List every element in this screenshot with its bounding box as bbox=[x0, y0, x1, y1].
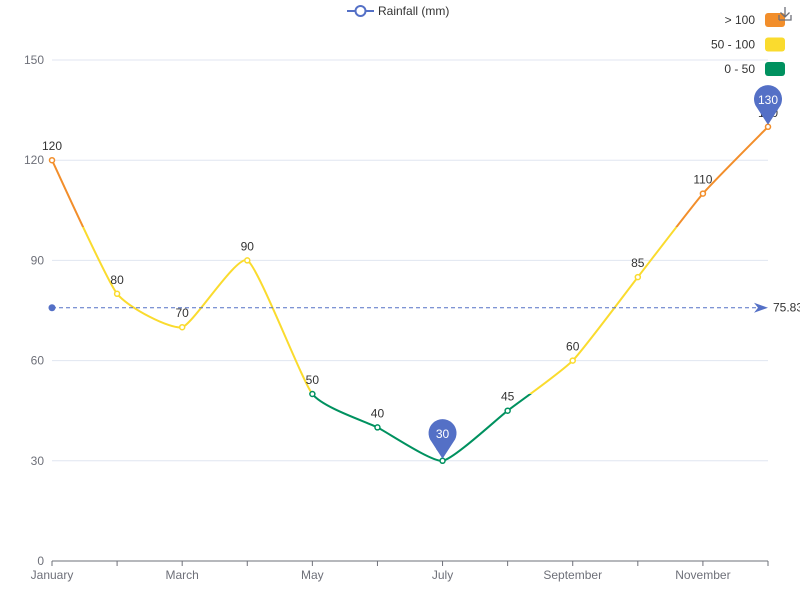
data-label: 90 bbox=[241, 239, 255, 253]
data-label: 110 bbox=[693, 173, 712, 187]
y-tick-label: 150 bbox=[24, 53, 44, 67]
axes: 0 30 60 90 120 150 January March May July Septembe… bbox=[24, 53, 768, 582]
data-label: 70 bbox=[176, 306, 190, 320]
series-line bbox=[52, 127, 768, 461]
mark-point-label: 30 bbox=[436, 427, 450, 441]
x-tick-label: July bbox=[432, 568, 453, 582]
y-tick-label: 0 bbox=[37, 554, 44, 568]
data-point[interactable] bbox=[375, 425, 380, 430]
data-point[interactable] bbox=[700, 191, 705, 196]
legend-circle-swatch[interactable] bbox=[356, 6, 366, 16]
y-tick-label: 90 bbox=[31, 253, 45, 267]
visual-map-piece-label: 50 - 100 bbox=[711, 38, 755, 52]
x-tick-label: September bbox=[543, 568, 602, 582]
y-tick-label: 30 bbox=[31, 454, 45, 468]
data-point[interactable] bbox=[310, 392, 315, 397]
x-tick-label: November bbox=[675, 568, 730, 582]
data-label: 45 bbox=[501, 390, 515, 404]
data-label: 80 bbox=[110, 273, 124, 287]
mark-points: 30 130 bbox=[429, 85, 782, 459]
legend-series-label[interactable]: Rainfall (mm) bbox=[378, 4, 449, 18]
average-mark-line: 75.83 bbox=[49, 301, 800, 315]
rainfall-line bbox=[52, 127, 768, 461]
data-point[interactable] bbox=[115, 291, 120, 296]
data-point[interactable] bbox=[570, 358, 575, 363]
data-label: 120 bbox=[42, 139, 62, 153]
y-tick-label: 120 bbox=[24, 153, 44, 167]
x-tick-label: May bbox=[301, 568, 324, 582]
average-line-label: 75.83 bbox=[773, 301, 800, 315]
average-line-start-dot bbox=[49, 304, 56, 311]
data-points bbox=[50, 124, 771, 463]
data-point[interactable] bbox=[505, 408, 510, 413]
x-tick-label: January bbox=[31, 568, 74, 582]
mark-point-label: 130 bbox=[758, 93, 778, 107]
data-label: 60 bbox=[566, 340, 580, 354]
mark-point-min[interactable]: 30 bbox=[429, 419, 457, 459]
x-tick-label: March bbox=[166, 568, 199, 582]
visual-map-piece-label: > 100 bbox=[725, 13, 756, 27]
data-point[interactable] bbox=[440, 458, 445, 463]
data-label: 40 bbox=[371, 406, 385, 420]
average-line-arrow bbox=[754, 303, 768, 313]
data-point[interactable] bbox=[635, 275, 640, 280]
visual-map-swatch[interactable] bbox=[765, 38, 785, 52]
visual-map-piece-label: 0 - 50 bbox=[724, 62, 755, 76]
data-point[interactable] bbox=[766, 124, 771, 129]
visual-map-piece[interactable]: > 100 bbox=[725, 13, 785, 27]
data-point[interactable] bbox=[180, 325, 185, 330]
data-labels: 120807090504030456085110130 bbox=[42, 106, 778, 454]
legend[interactable]: Rainfall (mm) bbox=[347, 4, 449, 18]
visual-map-swatch[interactable] bbox=[765, 62, 785, 76]
visual-map-piece[interactable]: 50 - 100 bbox=[711, 38, 785, 52]
data-point[interactable] bbox=[50, 158, 55, 163]
data-point[interactable] bbox=[245, 258, 250, 263]
visual-map-legend[interactable]: > 100 50 - 100 0 - 50 bbox=[711, 13, 785, 76]
grid-lines bbox=[52, 60, 768, 461]
data-label: 50 bbox=[306, 373, 320, 387]
visual-map-piece[interactable]: 0 - 50 bbox=[724, 62, 785, 76]
data-label: 85 bbox=[631, 256, 645, 270]
y-tick-label: 60 bbox=[31, 354, 45, 368]
